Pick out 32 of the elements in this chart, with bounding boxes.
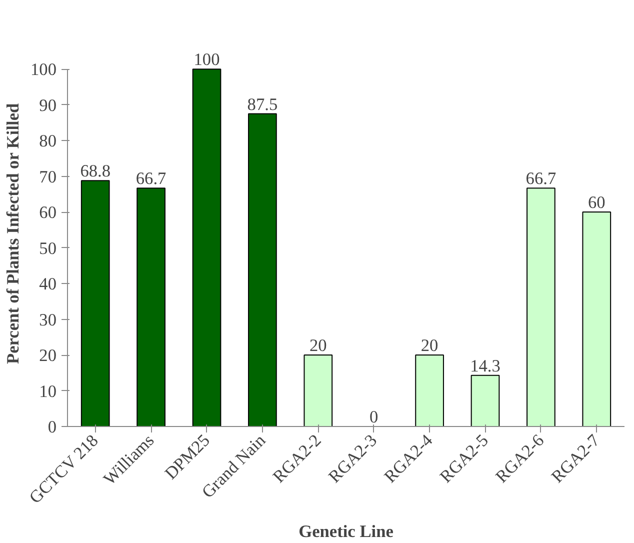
y-axis-title: Percent of Plants Infected or Killed xyxy=(4,102,23,364)
x-axis-title: Genetic Line xyxy=(298,522,394,541)
y-tick-label: 50 xyxy=(39,238,56,258)
y-tick-label: 0 xyxy=(48,418,57,436)
y-tick-label: 20 xyxy=(39,346,56,366)
data-label: 66.7 xyxy=(526,169,556,188)
bar xyxy=(248,113,277,426)
data-label: 20 xyxy=(309,336,327,356)
data-label: 60 xyxy=(588,193,606,212)
bar xyxy=(470,374,500,426)
data-label: 87.5 xyxy=(247,94,278,114)
data-label: 14.3 xyxy=(470,356,500,376)
data-label: 0 xyxy=(370,408,378,426)
y-tick-label: 30 xyxy=(39,310,56,330)
y-tick-label: 80 xyxy=(39,132,56,151)
y-tick-label: 10 xyxy=(39,382,56,401)
data-label: 68.8 xyxy=(80,162,111,181)
bar xyxy=(192,68,222,426)
bar xyxy=(526,188,556,426)
y-tick-label: 60 xyxy=(39,203,56,222)
data-label: 66.7 xyxy=(136,169,167,188)
y-tick-label: 70 xyxy=(39,167,56,186)
data-label: 100 xyxy=(194,50,220,70)
bar xyxy=(304,354,333,426)
bar xyxy=(415,354,444,426)
bar xyxy=(80,180,110,426)
y-tick-label: 40 xyxy=(39,274,56,294)
y-tick-label: 100 xyxy=(30,60,57,80)
data-label: 20 xyxy=(420,336,438,356)
bar xyxy=(582,212,612,426)
y-tick-label: 90 xyxy=(39,96,56,115)
bar xyxy=(136,188,166,426)
